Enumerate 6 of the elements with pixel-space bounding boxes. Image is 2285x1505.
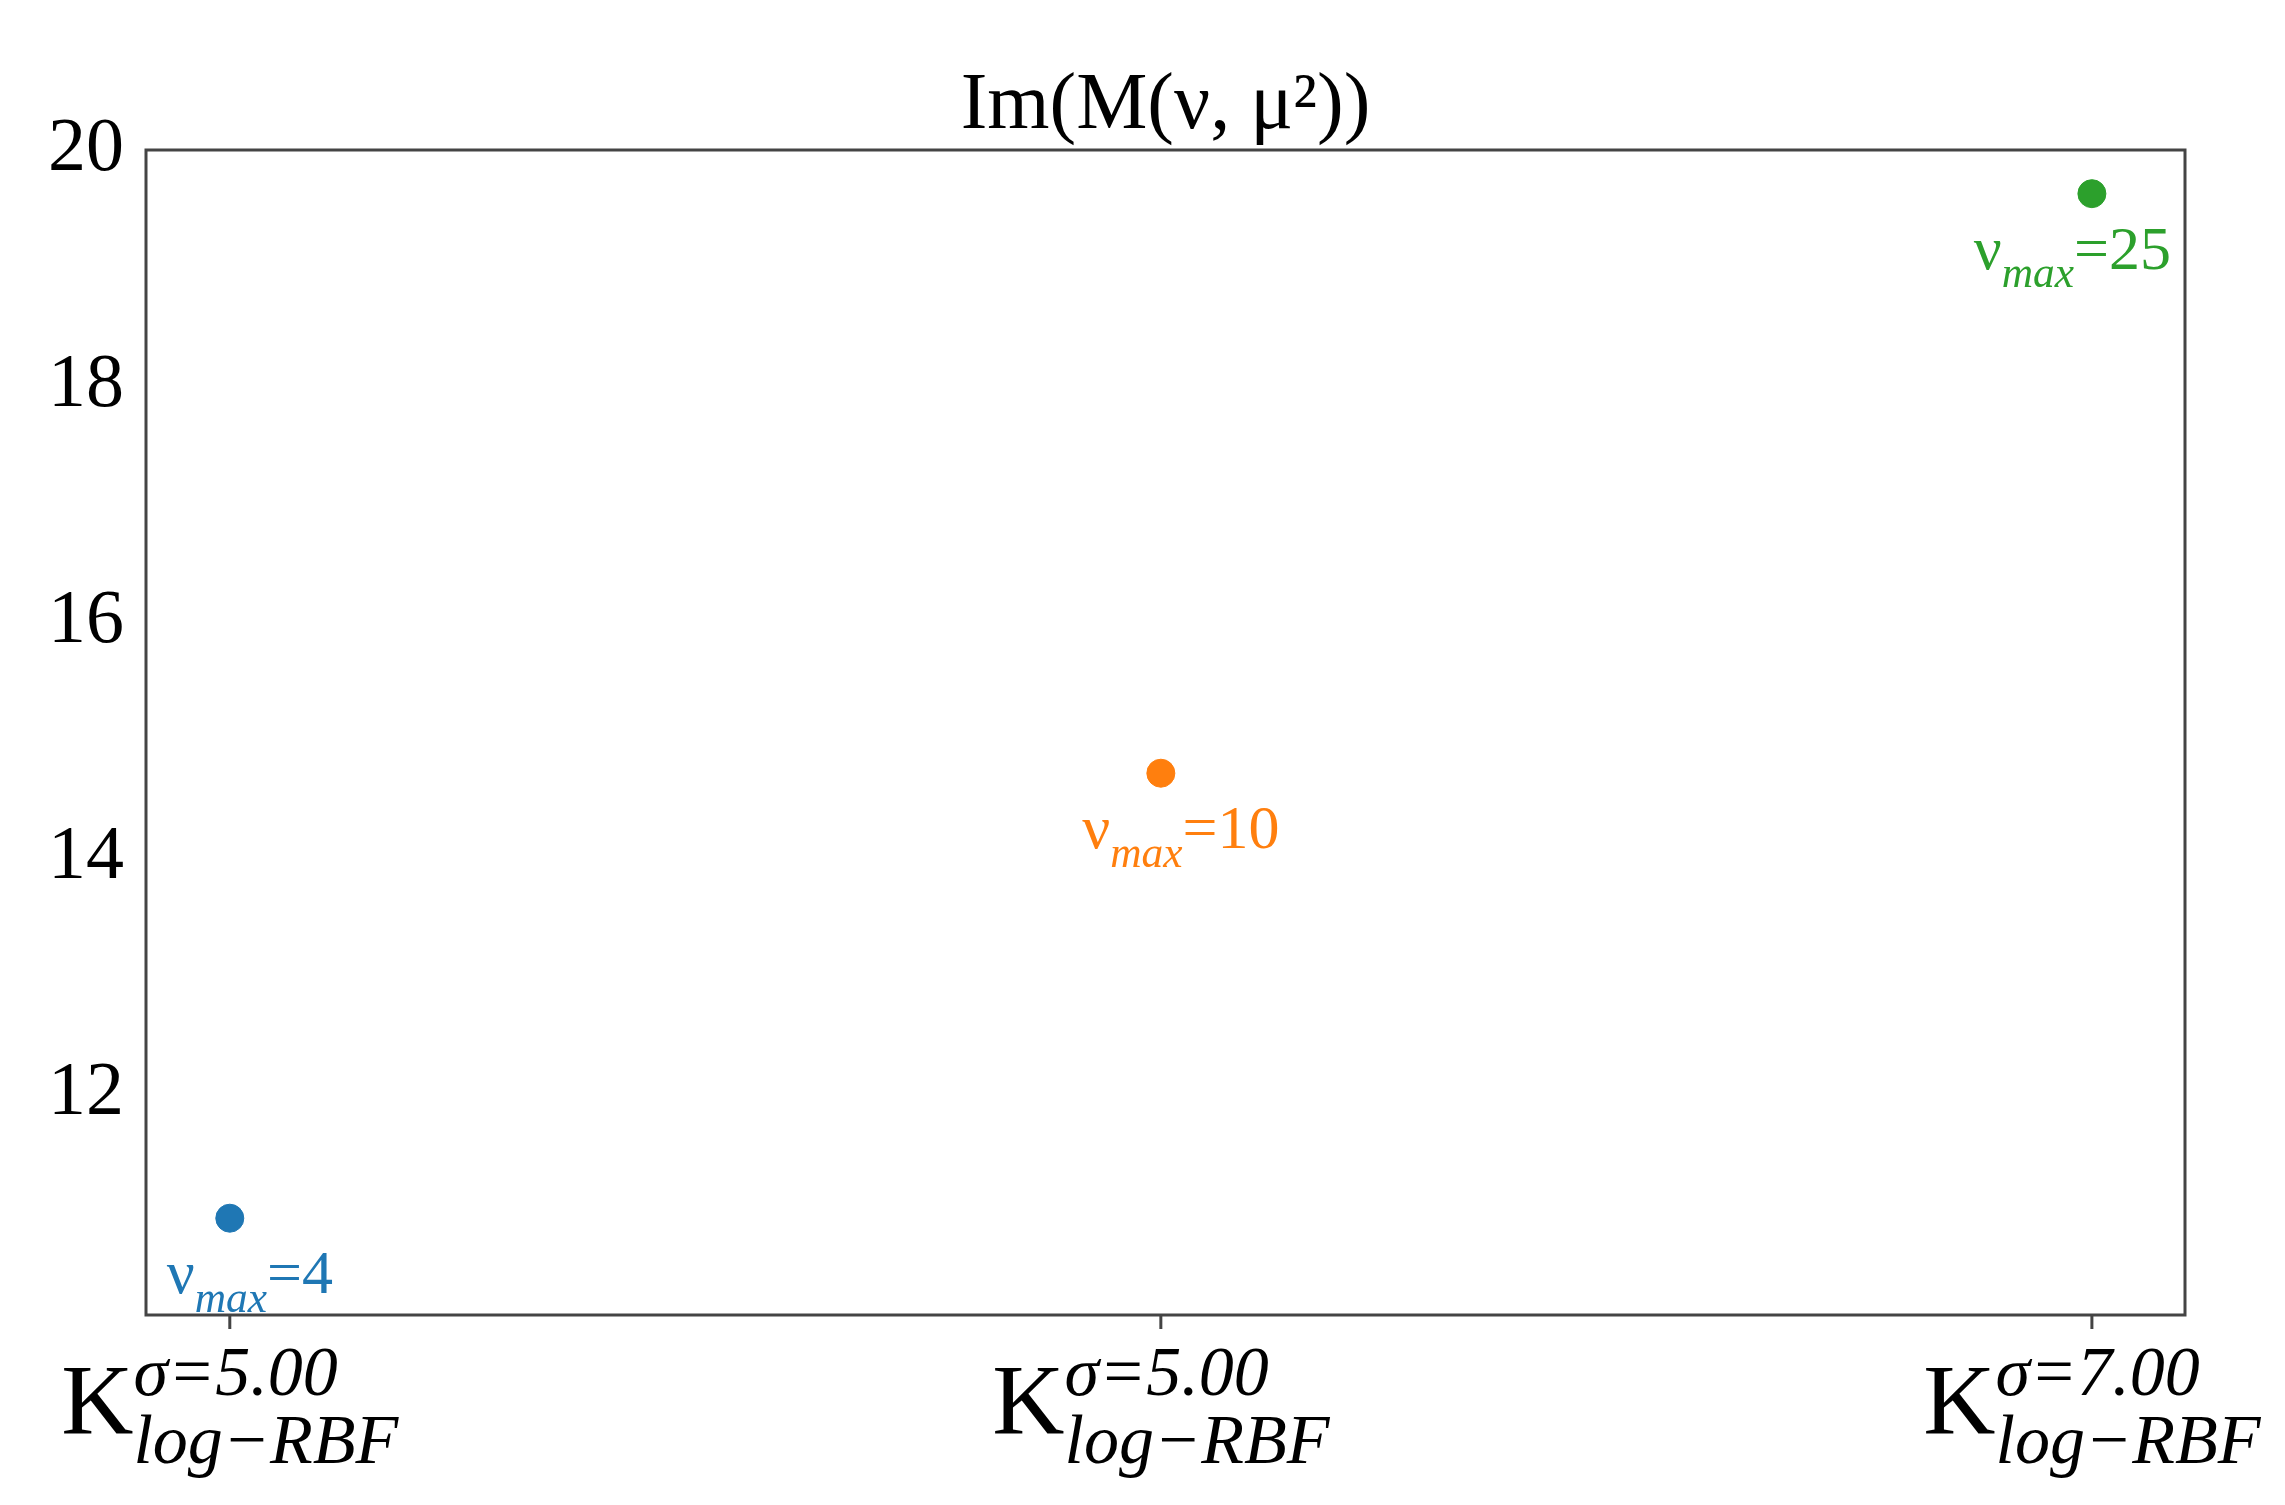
y-tick-label: 20 (48, 101, 124, 186)
y-tick-label: 18 (48, 338, 124, 423)
y-tick-label: 14 (48, 810, 124, 895)
chart-title: Im(M(ν, μ²)) (960, 57, 1371, 146)
y-tick-label: 16 (48, 574, 124, 659)
y-tick-label: 12 (48, 1046, 124, 1131)
